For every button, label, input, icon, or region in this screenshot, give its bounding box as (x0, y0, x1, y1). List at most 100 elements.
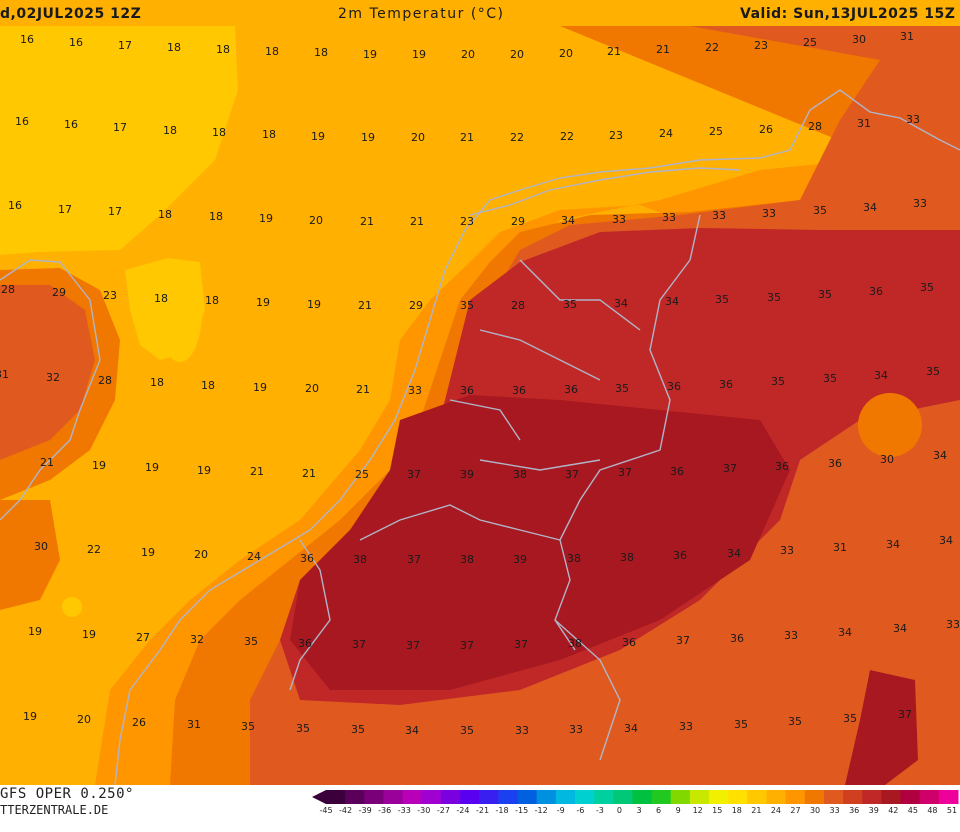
temperature-labels: 16 16 17 18 18 18 18 19 19 20 20 20 21 21 22 23 25 30 31 16… (0, 30, 960, 737)
temperature-value: 35 (296, 722, 310, 735)
temperature-value: 18 (201, 379, 215, 392)
fill-cooler-pocket-east (785, 510, 895, 600)
legend-swatch (900, 790, 921, 804)
legend-swatch (460, 790, 480, 804)
legend-tick-label: 21 (751, 806, 762, 815)
temperature-value: 22 (510, 131, 524, 144)
temperature-value: 21 (358, 299, 372, 312)
temperature-value: 36 (564, 383, 578, 396)
fill-band-39-east (845, 670, 918, 785)
temperature-value: 33 (946, 618, 960, 631)
legend-tick-label: 27 (790, 806, 801, 815)
temperature-value: 18 (163, 124, 177, 137)
legend-tick-label: 42 (888, 806, 899, 815)
temperature-value: 23 (460, 215, 474, 228)
legend-swatch (728, 790, 748, 804)
temperature-value: 34 (405, 724, 419, 737)
temperature-value: 29 (511, 215, 525, 228)
color-scale-legend (312, 790, 959, 804)
legend-swatch (632, 790, 653, 804)
temperature-value: 28 (808, 120, 822, 133)
temperature-value: 36 (673, 549, 687, 562)
temperature-value: 17 (108, 205, 122, 218)
legend-swatch (785, 790, 806, 804)
temperature-value: 36 (622, 636, 636, 649)
temperature-value: 19 (307, 298, 321, 311)
temperature-value: 19 (361, 131, 375, 144)
temperature-value: 21 (302, 467, 316, 480)
temperature-value: 33 (662, 211, 676, 224)
temperature-value: 35 (734, 718, 748, 731)
island-chain (469, 167, 741, 216)
temperature-value: 35 (813, 204, 827, 217)
temperature-value: 35 (926, 365, 940, 378)
temperature-value: 19 (363, 48, 377, 61)
legend-tick-label: -15 (515, 806, 529, 815)
init-time-label: d,02JUL2025 12Z (0, 6, 142, 22)
temperature-value: 34 (893, 622, 907, 635)
fill-cool-pocket-west (158, 262, 202, 362)
temperature-value: 35 (460, 299, 474, 312)
temperature-value: 21 (607, 45, 621, 58)
legend-swatch (881, 790, 902, 804)
temperature-value: 18 (158, 208, 172, 221)
temperature-value: 18 (167, 41, 181, 54)
legend-swatch (402, 790, 423, 804)
temperature-value: 33 (913, 197, 927, 210)
legend-swatch (594, 790, 614, 804)
temperature-value: 36 (300, 552, 314, 565)
temperature-value: 36 (869, 285, 883, 298)
legend-swatch (919, 790, 940, 804)
temperature-value: 19 (311, 130, 325, 143)
temperature-value: 27 (136, 631, 150, 644)
temperature-value: 19 (412, 48, 426, 61)
temperature-value: 34 (939, 534, 953, 547)
temperature-value: 33 (780, 544, 794, 557)
legend-swatch (498, 790, 519, 804)
temperature-value: 21 (40, 456, 54, 469)
temperature-value: 20 (305, 382, 319, 395)
legend-tick-label: -6 (576, 806, 585, 815)
legend-tick-label: 39 (868, 806, 879, 815)
legend-tick-label: 15 (712, 806, 723, 815)
temperature-value: 36 (775, 460, 789, 473)
temperature-value: 28 (1, 283, 15, 296)
legend-tick-label: -39 (358, 806, 372, 815)
temperature-value: 16 (64, 118, 78, 131)
temperature-fill-layer (0, 0, 960, 785)
legend-swatch (440, 790, 461, 804)
temperature-value: 23 (103, 289, 117, 302)
temperature-value: 31 (833, 541, 847, 554)
legend-tick-label: -3 (595, 806, 604, 815)
legend-tick-label: 24 (770, 806, 782, 815)
temperature-value: 18 (265, 45, 279, 58)
valid-time-label: Valid: Sun,13JUL2025 15Z (740, 6, 956, 22)
temperature-value: 33 (408, 384, 422, 397)
fill-band-30-southwest (0, 500, 60, 610)
temperature-value: 37 (407, 553, 421, 566)
site-label: TTERZENTRALE.DE (0, 803, 109, 817)
temperature-value: 34 (561, 214, 575, 227)
legend-tick-label: 45 (907, 806, 918, 815)
temperature-value: 19 (253, 381, 267, 394)
coastline (114, 89, 960, 786)
legend-swatch (938, 790, 959, 804)
temperature-value: 16 (15, 115, 29, 128)
temperature-value: 38 (620, 551, 634, 564)
temperature-value: 35 (715, 293, 729, 306)
legend-swatch (766, 790, 787, 804)
temperature-value: 38 (460, 553, 474, 566)
temperature-value: 35 (241, 720, 255, 733)
temperature-value: 33 (569, 723, 583, 736)
temperature-value: 19 (92, 459, 106, 472)
temperature-value: 34 (665, 295, 679, 308)
legend-tick-label: 18 (731, 806, 742, 815)
temperature-value: 38 (567, 552, 581, 565)
legend-tick-label: -24 (456, 806, 470, 815)
temperature-value: 18 (154, 292, 168, 305)
temperature-value: 34 (838, 626, 852, 639)
temperature-value: 19 (82, 628, 96, 641)
legend-swatch (670, 790, 691, 804)
temperature-value: 38 (353, 553, 367, 566)
legend-swatch (613, 790, 633, 804)
